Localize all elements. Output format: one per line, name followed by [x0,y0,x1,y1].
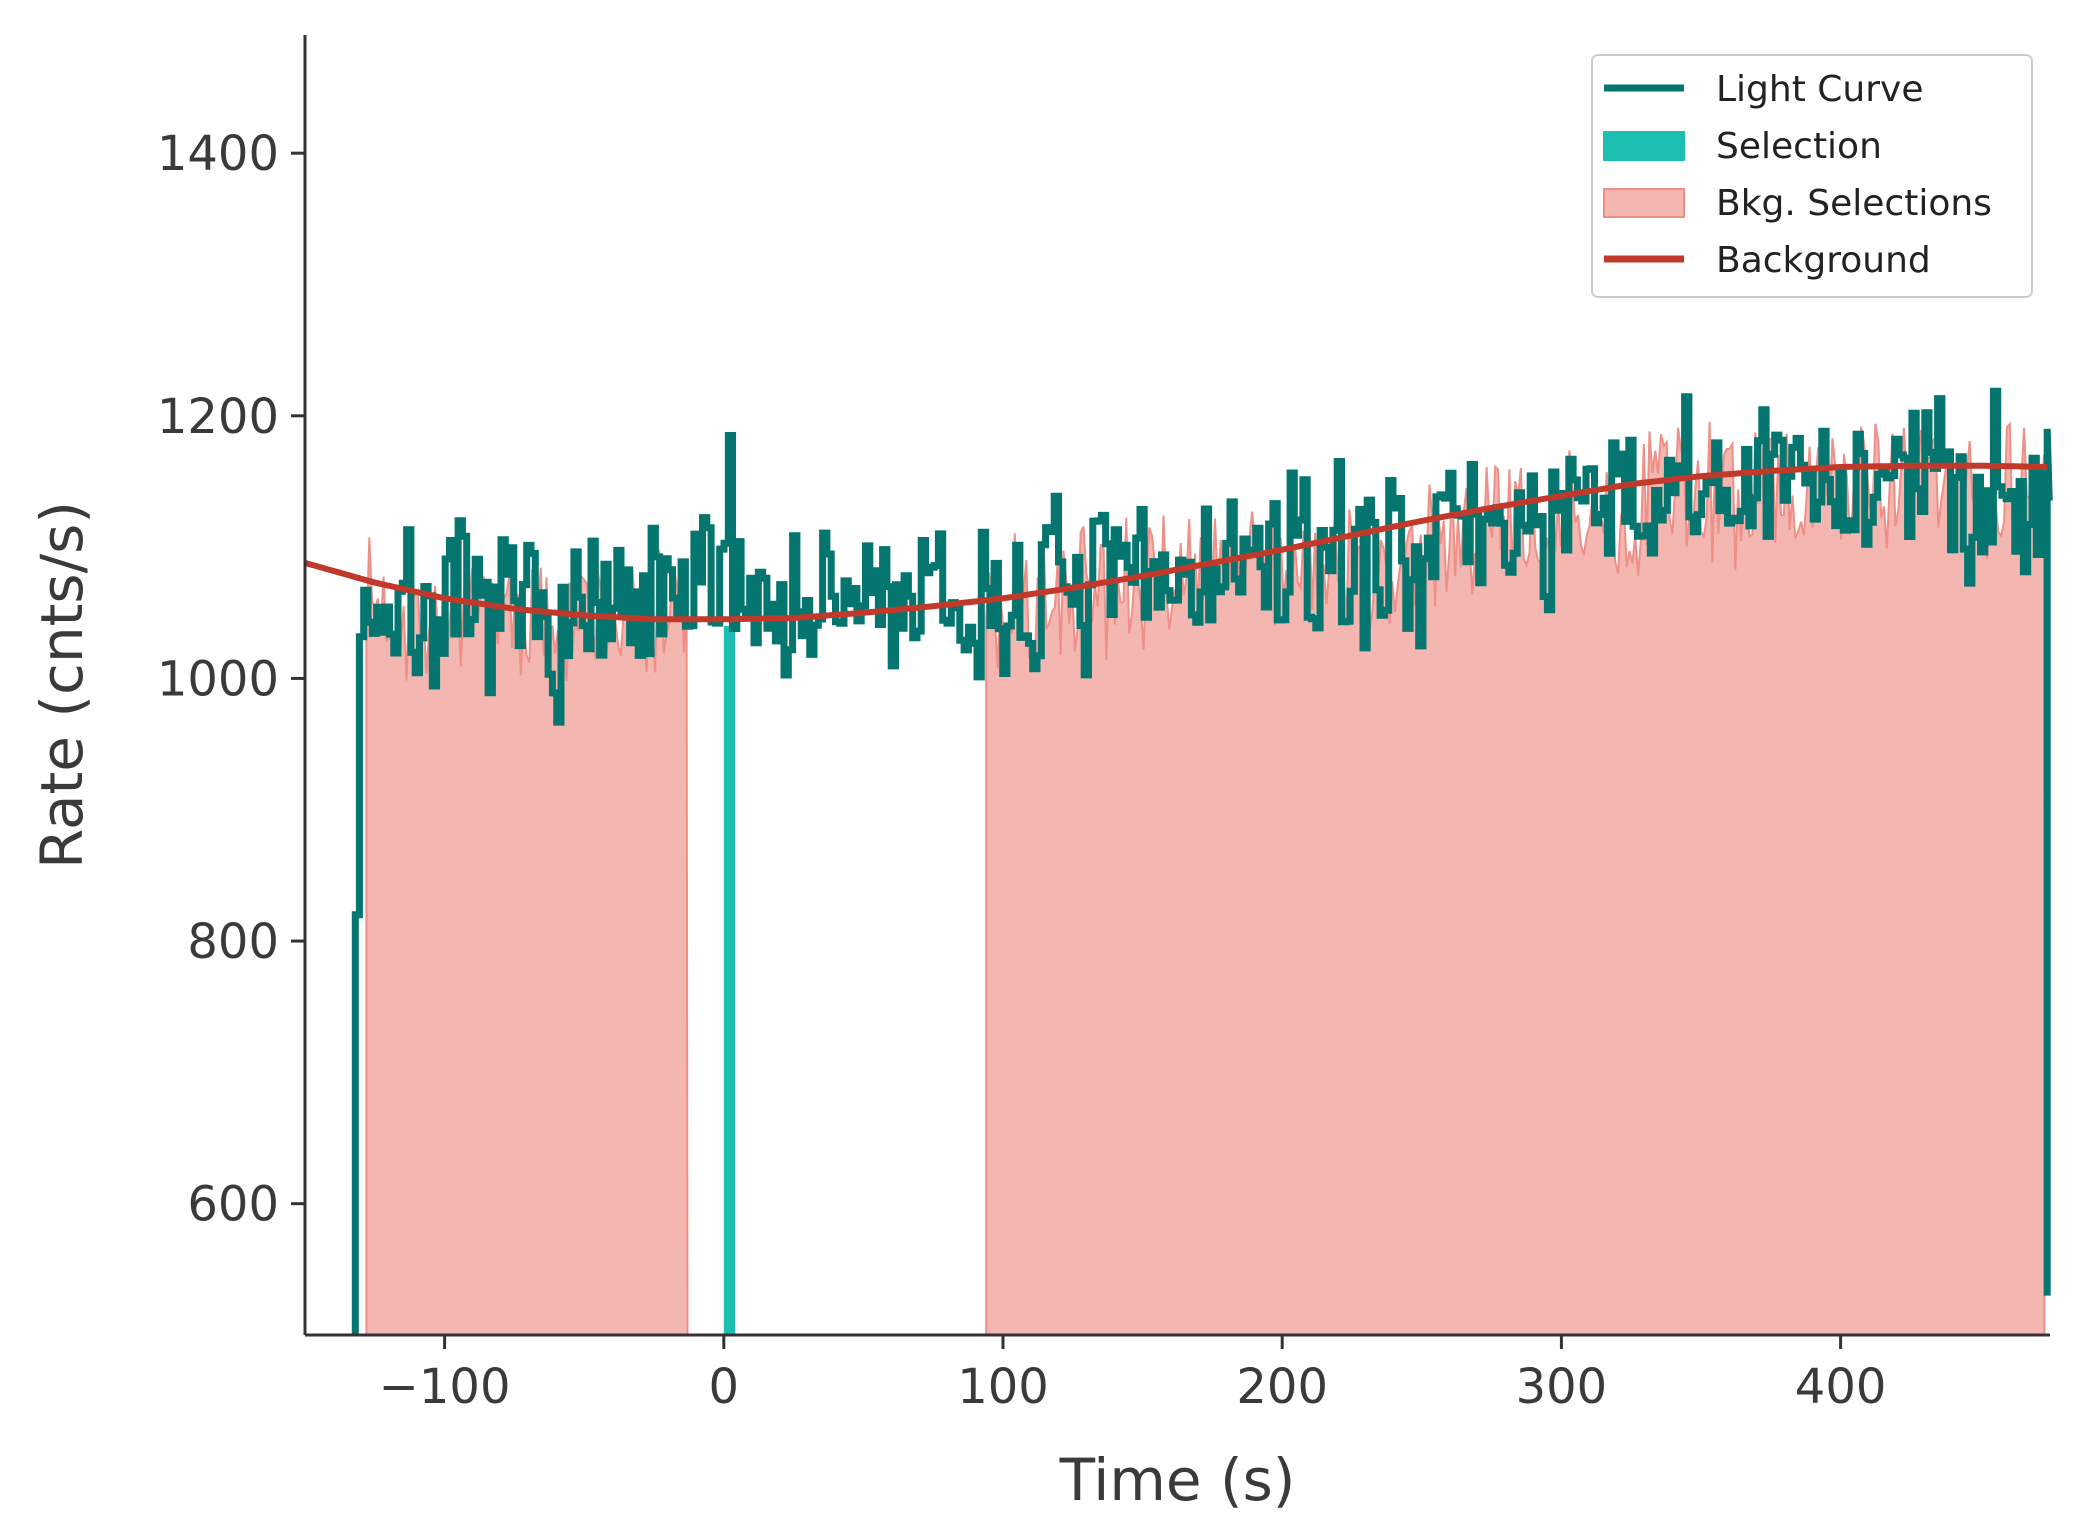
y-tick-label: 1000 [157,651,279,707]
x-tick-label: 200 [1236,1359,1328,1415]
y-axis-ticks: 600 800 1000 1200 1400 [157,126,305,1233]
x-tick-label: 400 [1795,1359,1887,1415]
background-model-layer [304,462,2048,623]
x-tick-label: 0 [709,1359,740,1415]
y-tick-label: 800 [187,914,279,970]
legend-swatch [1603,131,1685,161]
x-tick-label: 300 [1516,1359,1608,1415]
legend-label: Bkg. Selections [1716,183,1992,224]
light-curve-layer [351,387,2053,1335]
legend: Light Curve Selection Bkg. Selections Backg… [1591,54,2033,298]
selection-region [723,625,735,1335]
selection-layer [723,625,735,1335]
background-model-line [304,462,2048,623]
x-tick-label: −100 [379,1359,511,1415]
legend-box [1591,54,2033,298]
axes [303,35,2050,1337]
legend-label: Selection [1716,126,1882,167]
light-curve-line [351,387,2053,1335]
y-axis-title: Rate (cnts/s) [28,501,96,869]
y-tick-label: 1400 [157,126,279,182]
y-tick-label: 1200 [157,389,279,445]
x-axis-title: Time (s) [1059,1446,1296,1514]
y-tick-label: 600 [187,1177,279,1233]
legend-entry: Selection [1603,126,1882,167]
legend-entry: Background [1604,240,1931,281]
legend-label: Background [1716,240,1931,281]
legend-entry: Bkg. Selections [1603,183,1992,224]
legend-swatch [1603,188,1685,218]
legend-label: Light Curve [1716,69,1924,110]
x-axis-ticks: −100 0 100 200 300 400 [379,1335,1887,1415]
legend-entry: Light Curve [1604,69,1924,110]
x-tick-label: 100 [957,1359,1049,1415]
